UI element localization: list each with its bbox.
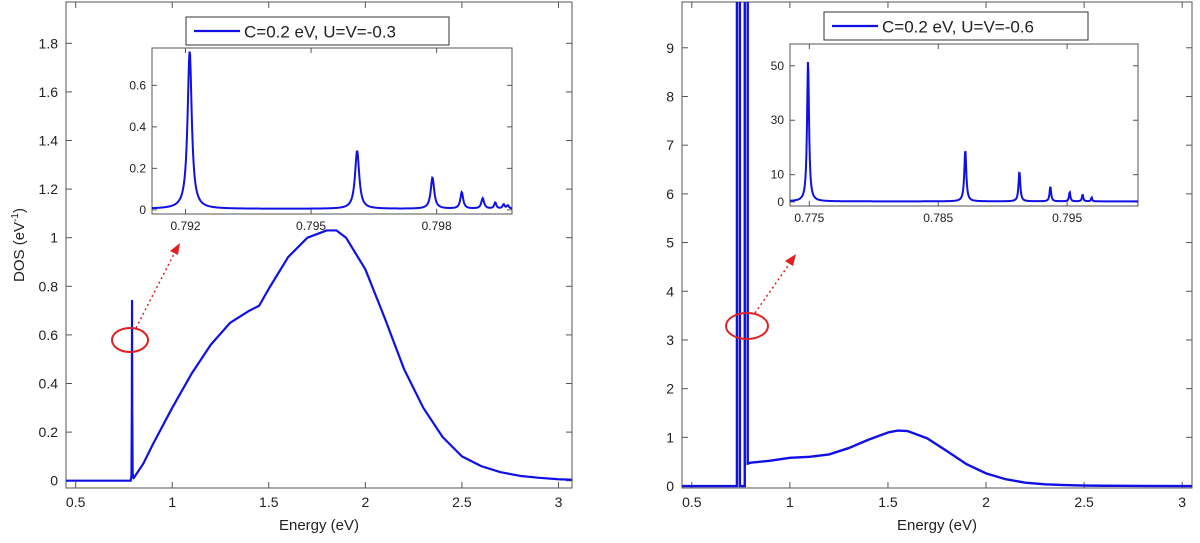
right-arrowhead xyxy=(785,254,796,266)
right-chart: 0.5 1 1.5 2 2.5 3 0 1 2 3 4 5 6 7 8 9 Energy (eV) C=0.… xyxy=(666,1,1193,534)
left-y-tick-label: 0.4 xyxy=(39,376,59,392)
right-y-tick-label: 6 xyxy=(666,186,674,202)
left-y-tick-label: 1.6 xyxy=(39,84,59,100)
left-chart: 0.5 1 1.5 2 2.5 3 00.20.40.60.811.21.41.61.8 … xyxy=(10,1,573,534)
right-legend: C=0.2 eV, U=V=-0.6 xyxy=(823,11,1089,41)
left-legend-label: C=0.2 eV, U=V=-0.3 xyxy=(244,23,396,42)
left-x-tick-label: 0.5 xyxy=(66,494,86,510)
left-inset-frame xyxy=(151,47,513,215)
right-y-tick-label: 3 xyxy=(666,332,674,348)
right-inset-dos-line xyxy=(790,61,1138,203)
left-arrowhead xyxy=(170,243,180,255)
left-inset-y-tick-label: 0.4 xyxy=(129,120,146,134)
left-x-tick-label: 3 xyxy=(555,494,563,510)
right-y-tick-label: 8 xyxy=(666,88,674,104)
right-inset-x-ticks: 0.775 0.785 0.795 xyxy=(794,44,1082,225)
left-dos-line xyxy=(66,229,572,482)
left-highlight-ellipse xyxy=(111,327,149,353)
right-legend-label: C=0.2 eV, U=V=-0.6 xyxy=(882,18,1034,37)
left-x-tick-label: 2 xyxy=(361,494,369,510)
left-inset-y-ticks: 0 0.2 0.4 0.6 xyxy=(129,78,512,217)
right-inset-y-tick-label: 0 xyxy=(777,195,784,209)
left-y-tick-label: 1.2 xyxy=(39,181,59,197)
right-x-tick-label: 3 xyxy=(1178,494,1186,510)
right-y-tick-label: 2 xyxy=(666,381,674,397)
left-x-tick-label: 1.5 xyxy=(259,494,279,510)
left-inset: 0.792 0.795 0.798 0 0.2 0.4 0.6 xyxy=(129,47,513,233)
right-x-tick-label: 2 xyxy=(982,494,990,510)
right-x-axis-label: Energy (eV) xyxy=(897,517,977,534)
left-inset-x-tick-label: 0.792 xyxy=(170,219,200,233)
right-y-tick-label: 9 xyxy=(666,40,674,56)
left-inset-x-ticks: 0.792 0.795 0.798 xyxy=(170,48,452,233)
right-inset-x-tick-label: 0.785 xyxy=(923,211,953,225)
right-y-tick-label: 1 xyxy=(666,429,674,445)
left-y-tick-label: 1 xyxy=(50,230,58,246)
right-y-tick-label: 5 xyxy=(666,235,674,251)
left-inset-y-tick-label: 0.2 xyxy=(129,161,146,175)
left-y-tick-label: 0 xyxy=(50,473,58,489)
left-y-tick-label: 0.8 xyxy=(39,278,59,294)
left-inset-x-tick-label: 0.798 xyxy=(422,219,452,233)
left-inset-x-tick-label: 0.795 xyxy=(296,219,326,233)
right-inset-x-tick-label: 0.795 xyxy=(1052,211,1082,225)
left-inset-y-tick-label: 0 xyxy=(139,203,146,217)
right-inset-y-tick-label: 50 xyxy=(771,59,785,73)
right-x-tick-label: 0.5 xyxy=(682,494,702,510)
right-annotation-arrow xyxy=(754,262,791,314)
left-legend: C=0.2 eV, U=V=-0.3 xyxy=(185,16,450,46)
left-inset-dos-line xyxy=(152,51,512,210)
left-x-axis-label: Energy (eV) xyxy=(279,517,359,534)
left-y-tick-label: 0.6 xyxy=(39,327,59,343)
right-x-tick-label: 2.5 xyxy=(1074,494,1094,510)
right-y-ticks: 0 1 2 3 4 5 6 7 8 9 xyxy=(666,40,1192,494)
right-y-tick-label: 7 xyxy=(666,137,674,153)
right-inset-y-tick-label: 10 xyxy=(771,168,785,182)
right-x-ticks: 0.5 1 1.5 2 2.5 3 xyxy=(682,2,1186,510)
left-x-ticks: 0.5 1 1.5 2 2.5 3 xyxy=(66,2,563,510)
right-inset-x-tick-label: 0.775 xyxy=(794,211,824,225)
right-highlight-ellipse xyxy=(725,312,769,340)
left-x-tick-label: 1 xyxy=(168,494,176,510)
left-x-tick-label: 2.5 xyxy=(452,494,472,510)
right-inset-y-ticks: 0 10 30 50 xyxy=(771,59,1138,209)
right-x-tick-label: 1.5 xyxy=(878,494,898,510)
right-x-tick-label: 1 xyxy=(786,494,794,510)
left-y-tick-label: 1.4 xyxy=(39,133,59,149)
left-y-tick-label: 1.8 xyxy=(39,35,59,51)
left-y-tick-label: 0.2 xyxy=(39,424,59,440)
right-y-tick-label: 0 xyxy=(666,478,674,494)
right-y-tick-label: 4 xyxy=(666,283,674,299)
left-annotation-arrow xyxy=(135,251,176,329)
left-inset-y-tick-label: 0.6 xyxy=(129,78,146,92)
right-inset: 0.775 0.785 0.795 0 10 30 50 xyxy=(771,43,1139,225)
right-dos-line xyxy=(682,2,1192,488)
right-inset-y-tick-label: 30 xyxy=(771,113,785,127)
left-y-axis-label: DOS (eV-1) xyxy=(10,208,28,282)
